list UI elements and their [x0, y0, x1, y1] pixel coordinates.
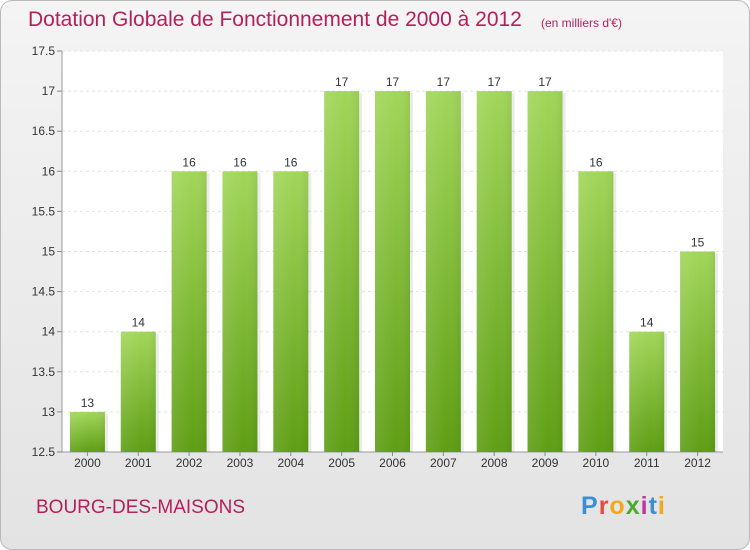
bar-highlight	[324, 91, 360, 452]
bar-highlight	[527, 91, 563, 452]
data-label: 17	[488, 75, 502, 89]
y-tick-label: 16	[42, 164, 56, 178]
bar-highlight	[680, 251, 716, 452]
x-tick-label: 2004	[277, 456, 304, 470]
x-tick-label: 2005	[328, 456, 355, 470]
x-tick-label: 2011	[634, 456, 660, 470]
data-label: 17	[335, 75, 349, 89]
bar-highlight	[222, 171, 258, 453]
data-label: 17	[437, 75, 451, 89]
bar-highlight	[578, 171, 614, 453]
bar-highlight	[425, 91, 461, 452]
y-tick-label: 15.5	[32, 204, 56, 218]
y-tick-label: 12.5	[32, 445, 56, 459]
chart-title: Dotation Globale de Fonctionnement de 20…	[28, 8, 522, 31]
y-tick-label: 17.5	[32, 44, 56, 58]
y-tick-label: 14	[42, 325, 56, 339]
y-tick-label: 14.5	[32, 285, 56, 299]
bar-highlight	[375, 91, 410, 452]
bar-highlight	[69, 411, 105, 452]
x-tick-label: 2000	[74, 456, 101, 470]
y-tick-label: 16.5	[32, 124, 56, 138]
y-tick-label: 13.5	[32, 365, 56, 379]
x-tick-label: 2007	[430, 456, 457, 470]
data-label: 17	[386, 75, 400, 89]
data-label: 16	[182, 155, 196, 169]
data-label: 14	[640, 316, 654, 330]
y-tick-label: 13	[42, 405, 56, 419]
x-tick-label: 2002	[176, 456, 203, 470]
data-label: 17	[538, 75, 552, 89]
x-tick-label: 2012	[684, 456, 711, 470]
x-tick-label: 2008	[481, 456, 508, 470]
bar-highlight	[273, 171, 309, 453]
proxiti-logo: Proxiti	[581, 492, 666, 520]
data-label: 14	[132, 316, 146, 330]
y-tick-label: 17	[42, 84, 56, 98]
y-tick-label: 15	[42, 245, 56, 259]
chart-units: (en milliers d'€)	[541, 16, 622, 30]
x-tick-label: 2001	[125, 456, 152, 470]
bar-highlight	[629, 331, 665, 452]
data-label: 16	[284, 155, 298, 169]
data-label: 15	[691, 236, 705, 250]
bar-highlight	[120, 331, 156, 452]
x-tick-label: 2010	[583, 456, 610, 470]
bar-highlight	[171, 171, 207, 453]
data-label: 16	[589, 155, 603, 169]
commune-name: BOURG-DES-MAISONS	[36, 497, 246, 518]
x-tick-label: 2003	[227, 456, 254, 470]
x-tick-label: 2006	[379, 456, 406, 470]
x-tick-label: 2009	[532, 456, 559, 470]
bar-highlight	[476, 91, 512, 452]
data-label: 13	[81, 396, 95, 410]
data-label: 16	[233, 155, 247, 169]
